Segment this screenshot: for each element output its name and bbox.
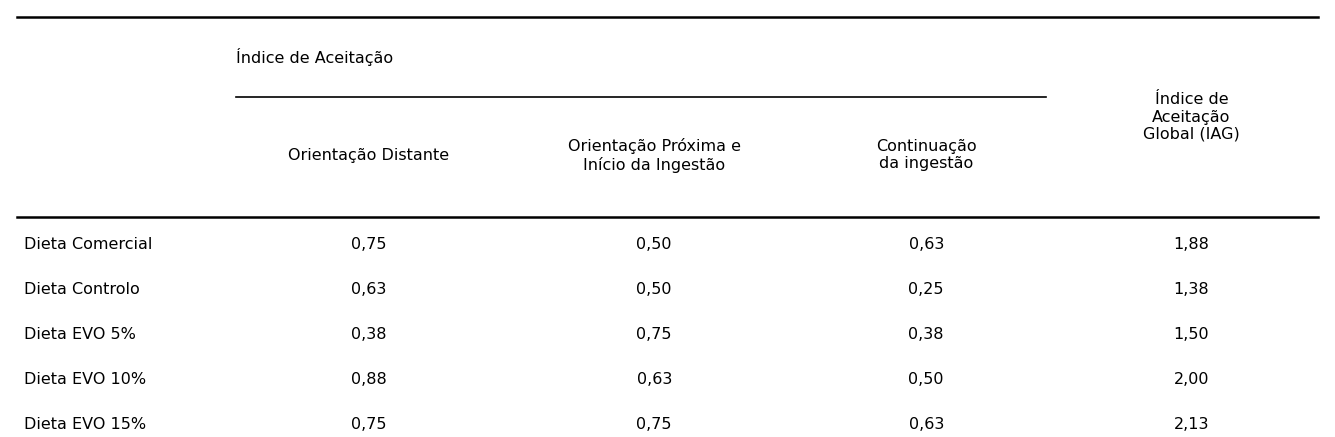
Text: Índice de
Aceitação
Global (IAG): Índice de Aceitação Global (IAG) bbox=[1143, 92, 1240, 142]
Text: 2,13: 2,13 bbox=[1173, 416, 1210, 432]
Text: 0,50: 0,50 bbox=[908, 372, 944, 387]
Text: 0,75: 0,75 bbox=[637, 327, 672, 342]
Text: 0,50: 0,50 bbox=[637, 237, 672, 252]
Text: 0,50: 0,50 bbox=[637, 282, 672, 297]
Text: 0,75: 0,75 bbox=[351, 237, 387, 252]
Text: 0,63: 0,63 bbox=[351, 282, 387, 297]
Text: Dieta EVO 15%: Dieta EVO 15% bbox=[24, 416, 147, 432]
Text: 0,88: 0,88 bbox=[351, 372, 387, 387]
Text: Orientação Próxima e
Início da Ingestão: Orientação Próxima e Início da Ingestão bbox=[567, 138, 741, 173]
Text: 1,38: 1,38 bbox=[1173, 282, 1210, 297]
Text: Orientação Distante: Orientação Distante bbox=[288, 148, 450, 163]
Text: 0,75: 0,75 bbox=[637, 416, 672, 432]
Text: 1,50: 1,50 bbox=[1173, 327, 1210, 342]
Text: 0,63: 0,63 bbox=[637, 372, 672, 387]
Text: 0,63: 0,63 bbox=[909, 416, 944, 432]
Text: 0,25: 0,25 bbox=[908, 282, 944, 297]
Text: 0,38: 0,38 bbox=[351, 327, 387, 342]
Text: 0,38: 0,38 bbox=[908, 327, 944, 342]
Text: Dieta EVO 10%: Dieta EVO 10% bbox=[24, 372, 147, 387]
Text: Índice de Aceitação: Índice de Aceitação bbox=[236, 48, 394, 66]
Text: Dieta EVO 5%: Dieta EVO 5% bbox=[24, 327, 136, 342]
Text: 0,63: 0,63 bbox=[909, 237, 944, 252]
Text: Dieta Controlo: Dieta Controlo bbox=[24, 282, 140, 297]
Text: Dieta Comercial: Dieta Comercial bbox=[24, 237, 152, 252]
Text: Continuação
da ingestão: Continuação da ingestão bbox=[876, 139, 976, 171]
Text: 1,88: 1,88 bbox=[1173, 237, 1210, 252]
Text: 0,75: 0,75 bbox=[351, 416, 387, 432]
Text: 2,00: 2,00 bbox=[1173, 372, 1210, 387]
